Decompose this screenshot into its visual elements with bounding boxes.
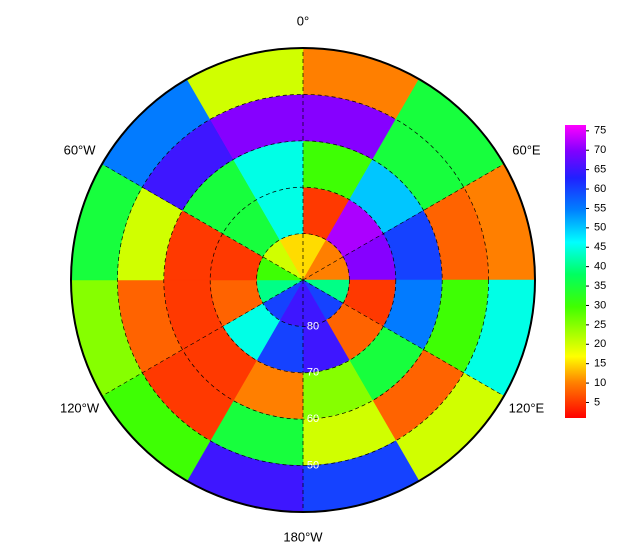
colorbar-tick-label: 10: [594, 377, 606, 389]
latitude-line: [256, 233, 350, 327]
meridian-line: [302, 163, 505, 281]
latitude-label: 50: [307, 460, 319, 472]
colorbar-tick-label: 20: [594, 338, 606, 350]
colorbar-tick-label: 60: [594, 183, 606, 195]
colorbar-tick-label: 35: [594, 280, 606, 292]
longitude-label: 120°E: [509, 400, 545, 415]
longitude-label: 180°W: [283, 529, 323, 544]
meridian-line: [101, 163, 304, 281]
colorbar-tick-label: 70: [594, 144, 606, 156]
latitude-line: [117, 94, 489, 466]
meridian-line: [302, 279, 505, 397]
longitude-label: 60°E: [512, 142, 541, 157]
colorbar-tick-label: 25: [594, 319, 606, 331]
latitude-label: 80: [307, 320, 319, 332]
colorbar-tick-label: 15: [594, 358, 606, 370]
colorbar-tick-label: 40: [594, 261, 606, 273]
colorbar-tick-label: 45: [594, 241, 606, 253]
meridian-line: [101, 279, 304, 397]
latitude-label: 70: [307, 367, 319, 379]
colorbar-tick-label: 30: [594, 299, 606, 311]
colorbar-tick-label: 65: [594, 164, 606, 176]
longitude-label: 120°W: [60, 400, 100, 415]
colorbar-tick-label: 55: [594, 202, 606, 214]
colorbar-tick-label: 5: [594, 396, 600, 408]
latitude-line: [163, 140, 443, 420]
longitude-label: 0°: [297, 13, 309, 28]
latitude-label: 60: [307, 413, 319, 425]
colorbar-tick-label: 75: [594, 125, 606, 137]
colorbar-tick-label: 50: [594, 222, 606, 234]
longitude-label: 60°W: [64, 142, 97, 157]
colorbar: [565, 125, 586, 418]
